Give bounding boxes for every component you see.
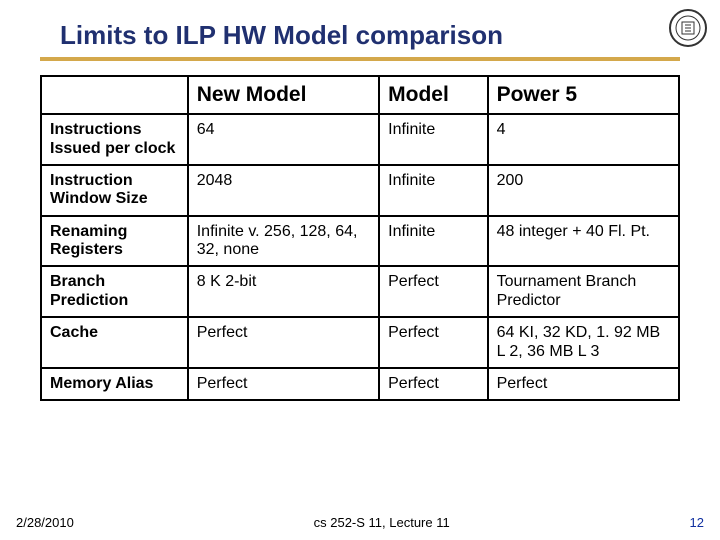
table-row: Memory Alias Perfect Perfect Perfect <box>41 368 679 400</box>
row-label: Instructions Issued per clock <box>41 114 188 165</box>
page-title: Limits to ILP HW Model comparison <box>0 0 720 57</box>
table-cell: Perfect <box>188 317 379 368</box>
table-cell: Infinite <box>379 165 487 216</box>
table-cell: 8 K 2-bit <box>188 266 379 317</box>
footer-page-number: 12 <box>690 515 704 530</box>
footer-course: cs 252-S 11, Lecture 11 <box>74 515 690 530</box>
table-cell: 2048 <box>188 165 379 216</box>
table-cell: Tournament Branch Predictor <box>488 266 679 317</box>
table-header-row: New Model Model Power 5 <box>41 76 679 114</box>
table-cell: 4 <box>488 114 679 165</box>
row-label: Renaming Registers <box>41 216 188 267</box>
col-header-power5: Power 5 <box>488 76 679 114</box>
footer-date: 2/28/2010 <box>16 515 74 530</box>
table-cell: Infinite v. 256, 128, 64, 32, none <box>188 216 379 267</box>
table-row: Instructions Issued per clock 64 Infinit… <box>41 114 679 165</box>
table-cell: 200 <box>488 165 679 216</box>
table-cell: Perfect <box>188 368 379 400</box>
table-cell: 48 integer + 40 Fl. Pt. <box>488 216 679 267</box>
col-header-new-model: New Model <box>188 76 379 114</box>
university-seal-icon <box>668 8 708 48</box>
table-cell: Perfect <box>379 317 487 368</box>
table-cell: Perfect <box>488 368 679 400</box>
table-row: Branch Prediction 8 K 2-bit Perfect Tour… <box>41 266 679 317</box>
title-underline <box>40 57 680 61</box>
row-label: Branch Prediction <box>41 266 188 317</box>
comparison-table: New Model Model Power 5 Instructions Iss… <box>40 75 680 401</box>
table-cell: Infinite <box>379 114 487 165</box>
slide-footer: 2/28/2010 cs 252-S 11, Lecture 11 12 <box>0 515 720 530</box>
comparison-table-container: New Model Model Power 5 Instructions Iss… <box>40 75 680 401</box>
col-header-model: Model <box>379 76 487 114</box>
row-label: Cache <box>41 317 188 368</box>
table-cell: Infinite <box>379 216 487 267</box>
table-row: Renaming Registers Infinite v. 256, 128,… <box>41 216 679 267</box>
table-cell: Perfect <box>379 368 487 400</box>
table-cell: 64 KI, 32 KD, 1. 92 MB L 2, 36 MB L 3 <box>488 317 679 368</box>
table-row: Cache Perfect Perfect 64 KI, 32 KD, 1. 9… <box>41 317 679 368</box>
table-row: Instruction Window Size 2048 Infinite 20… <box>41 165 679 216</box>
table-cell: Perfect <box>379 266 487 317</box>
row-label: Memory Alias <box>41 368 188 400</box>
table-cell: 64 <box>188 114 379 165</box>
col-header-blank <box>41 76 188 114</box>
row-label: Instruction Window Size <box>41 165 188 216</box>
